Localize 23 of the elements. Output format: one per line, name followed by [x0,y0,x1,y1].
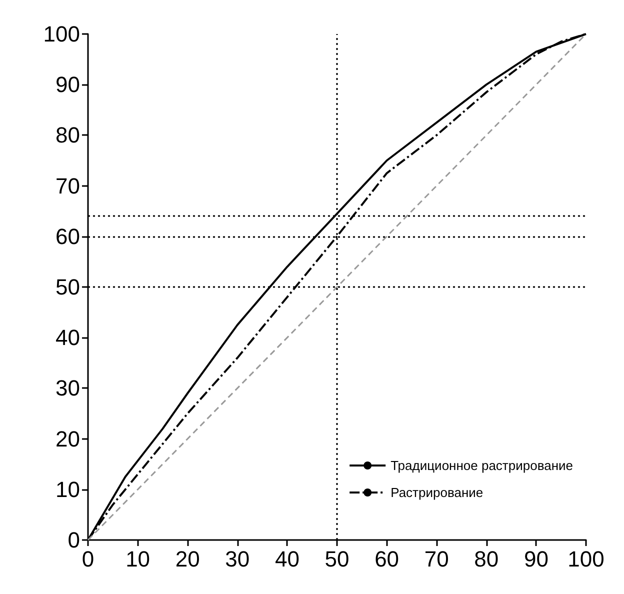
x-tick-label: 70 [424,546,449,572]
x-tick-label: 50 [324,546,350,572]
x-tick-label: 100 [568,546,604,572]
y-tick-label: 10 [56,476,80,502]
y-tick-label: 30 [56,376,80,401]
x-tick-label: 90 [524,546,548,572]
x-tick-label: 20 [175,546,200,572]
legend-label: Растрирование [390,485,484,500]
legend-label: Традиционное растрирование [390,458,574,473]
y-tick-label: 80 [56,122,80,148]
y-tick-label: 0 [68,528,80,552]
y-tick-label: 20 [56,426,80,452]
x-tick-label: 80 [474,546,499,572]
y-tick-label: 100 [43,22,80,46]
y-tick-label: 50 [56,274,80,300]
y-tick-label: 70 [56,173,80,198]
x-tick-label: 40 [274,546,300,572]
y-tick-label: 40 [56,325,80,350]
x-tick-label: 30 [225,546,250,572]
y-tick-label: 60 [56,224,80,249]
y-tick-label: 90 [56,72,80,98]
x-tick-label: 60 [374,546,400,572]
x-tick-label: 10 [126,546,150,572]
